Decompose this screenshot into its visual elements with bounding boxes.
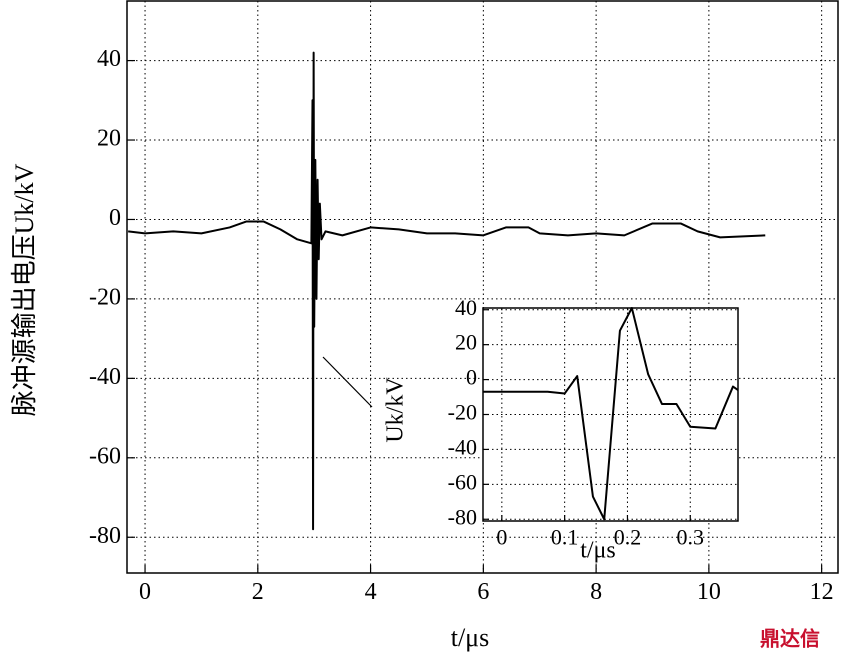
x-tick-label: 0.2	[614, 525, 642, 550]
x-tick-label: 0.3	[677, 525, 705, 550]
y-tick-label: -20	[89, 284, 121, 310]
y-axis-label: Uk/kV	[383, 377, 409, 443]
x-tick-label: 0	[139, 579, 151, 605]
watermark: 鼎达信	[760, 627, 820, 651]
y-tick-label: 20	[97, 126, 121, 152]
plot-frame	[482, 307, 739, 522]
x-axis-label: t/μs	[451, 623, 490, 652]
y-tick-label: 0	[109, 205, 121, 231]
y-tick-label: -60	[89, 443, 121, 469]
x-tick-label: 4	[365, 579, 377, 605]
pointer-line	[322, 356, 373, 408]
y-tick-label: -80	[448, 504, 477, 529]
x-tick-label: 10	[697, 579, 721, 605]
x-tick-label: 12	[810, 579, 834, 605]
y-tick-label: 40	[97, 46, 121, 72]
y-axis-label: 脉冲源输出电压Uk/kV	[10, 163, 39, 416]
x-tick-label: 0	[496, 525, 507, 550]
y-tick-label: -40	[448, 434, 477, 459]
y-tick-label: 40	[455, 295, 477, 320]
y-tick-label: -60	[448, 469, 477, 494]
x-axis-label: t/μs	[580, 538, 616, 564]
x-tick-label: 2	[252, 579, 264, 605]
y-tick-label: -20	[448, 400, 477, 425]
x-tick-label: 6	[477, 579, 489, 605]
x-tick-label: 0.1	[551, 525, 579, 550]
x-tick-label: 8	[590, 579, 602, 605]
y-tick-label: 0	[466, 365, 477, 390]
y-tick-label: -40	[89, 364, 121, 390]
plot-frame	[126, 0, 839, 574]
y-tick-label: -80	[89, 523, 121, 549]
y-tick-label: 20	[455, 330, 477, 355]
data-line	[483, 307, 739, 521]
data-line	[128, 51, 766, 531]
